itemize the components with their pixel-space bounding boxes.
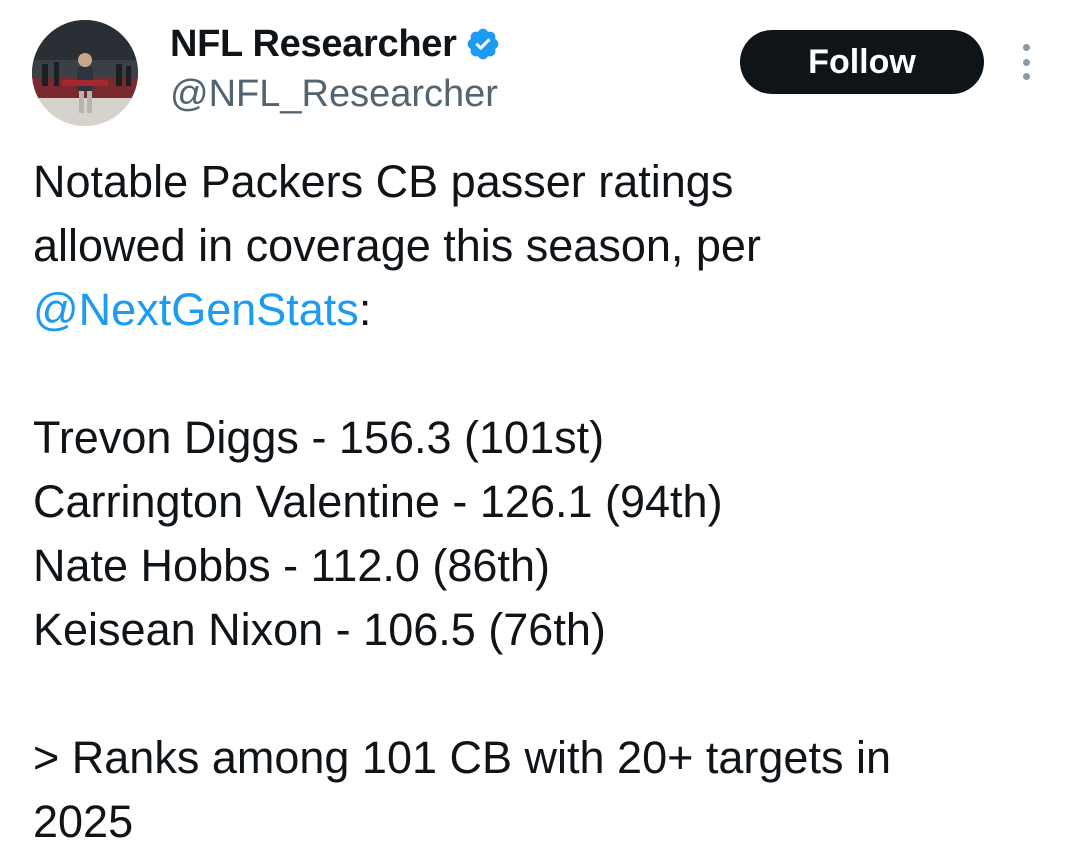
mention-link[interactable]: @NextGenStats <box>33 284 359 335</box>
author-display-name[interactable]: NFL Researcher <box>170 23 457 65</box>
author-handle[interactable]: @NFL_Researcher <box>170 73 498 115</box>
avatar-photo <box>32 20 138 126</box>
tweet-line: allowed in coverage this season, per <box>33 220 761 271</box>
tweet-note-line: 2025 <box>33 796 134 847</box>
more-vertical-icon[interactable] <box>1016 42 1036 82</box>
verified-badge-icon <box>465 26 501 62</box>
player-stat-line: Keisean Nixon - 106.5 (76th) <box>33 604 606 655</box>
tweet-note-line: > Ranks among 101 CB with 20+ targets in <box>33 732 891 783</box>
author-name-row[interactable]: NFL Researcher <box>170 22 501 66</box>
tweet-line: @NextGenStats: <box>33 278 1053 342</box>
mention-suffix: : <box>358 284 372 335</box>
blank-line <box>33 342 1053 406</box>
tweet-line: Notable Packers CB passer ratings <box>33 156 734 207</box>
author-avatar[interactable] <box>32 20 138 126</box>
blank-line <box>33 662 1053 726</box>
follow-button[interactable]: Follow <box>740 30 984 94</box>
tweet-text: Notable Packers CB passer ratings allowe… <box>33 150 1053 854</box>
player-stat-line: Nate Hobbs - 112.0 (86th) <box>33 540 550 591</box>
player-stat-line: Carrington Valentine - 126.1 (94th) <box>33 476 723 527</box>
player-stat-line: Trevon Diggs - 156.3 (101st) <box>33 412 605 463</box>
